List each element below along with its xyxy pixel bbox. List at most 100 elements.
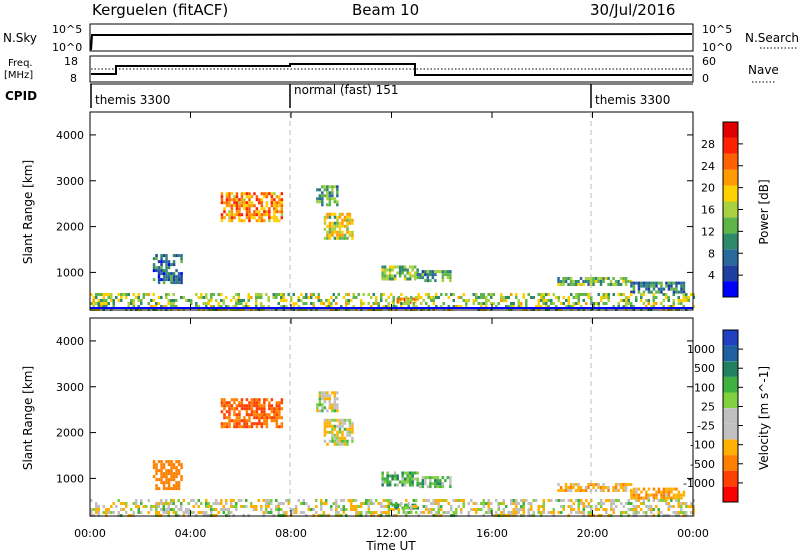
velocity-cell — [265, 508, 268, 511]
velocity-cell — [177, 508, 180, 511]
velocity-cell — [537, 511, 540, 514]
velocity-cell — [115, 505, 118, 508]
velocity-cell — [370, 511, 373, 514]
power-cell — [167, 275, 171, 279]
power-cell — [426, 273, 430, 277]
power-cell — [381, 265, 384, 269]
power-cell — [290, 296, 293, 299]
velocity-cell — [580, 511, 583, 514]
power-cell — [522, 296, 525, 299]
power-cell — [326, 230, 329, 234]
power-cell — [297, 296, 300, 299]
power-cell — [607, 277, 610, 280]
velocity-cell — [220, 499, 223, 502]
power-cell — [255, 299, 258, 302]
colorbar-segment — [723, 137, 738, 154]
power-cell — [280, 201, 284, 205]
velocity-cell — [230, 502, 233, 505]
power-cell — [265, 210, 269, 214]
velocity-cell — [622, 505, 625, 508]
cpid-segment-3: themis 3300 — [595, 93, 670, 107]
power-cell — [273, 201, 276, 205]
velocity-cell — [292, 511, 295, 514]
power-cell — [228, 213, 231, 217]
power-cell — [672, 293, 675, 296]
velocity-cell — [95, 511, 98, 514]
velocity-cell — [393, 477, 397, 481]
power-cell — [253, 192, 256, 196]
power-cell — [270, 192, 274, 196]
velocity-cell — [295, 511, 298, 514]
power-cell — [260, 201, 264, 205]
velocity-cell — [248, 401, 251, 405]
power-cell — [515, 296, 518, 299]
velocity-cell — [602, 486, 605, 489]
power-cell — [257, 293, 260, 296]
velocity-cell — [677, 490, 681, 494]
power-cell — [540, 296, 543, 299]
power-cell — [567, 296, 570, 299]
power-cell — [243, 198, 246, 202]
x-tick-label: 00:00 — [677, 527, 709, 540]
power-cell — [490, 296, 493, 299]
cpid-label: CPID — [5, 89, 37, 103]
power-cell — [165, 305, 168, 308]
velocity-cell — [323, 397, 327, 401]
velocity-cell — [403, 483, 407, 487]
power-cell — [642, 284, 646, 288]
power-cell — [292, 293, 295, 296]
power-cell — [348, 230, 352, 234]
power-cell — [235, 213, 239, 217]
power-cell — [228, 204, 231, 208]
velocity-cell — [564, 489, 568, 492]
velocity-cell — [222, 508, 225, 511]
power-cell — [652, 293, 655, 296]
power-cell — [132, 299, 135, 302]
velocity-cell — [660, 511, 663, 514]
power-cell — [160, 278, 163, 282]
velocity-cell — [436, 476, 440, 480]
velocity-cell — [617, 499, 620, 502]
velocity-cell — [439, 479, 442, 483]
power-cell — [215, 299, 218, 302]
velocity-cell — [326, 391, 329, 395]
velocity-cell — [333, 442, 337, 446]
velocity-cell — [333, 400, 337, 404]
power-cell — [406, 268, 409, 272]
velocity-cell — [627, 483, 630, 486]
velocity-cell — [351, 430, 354, 434]
velocity-cell — [386, 483, 389, 487]
power-cell — [152, 263, 156, 267]
velocity-cell — [570, 508, 573, 511]
power-cell — [625, 299, 628, 302]
velocity-cell — [594, 483, 598, 486]
velocity-cell — [172, 472, 176, 476]
velocity-cell — [449, 476, 452, 480]
power-cell — [105, 293, 108, 296]
velocity-cell — [210, 505, 213, 508]
power-cell — [348, 212, 352, 216]
power-cell — [180, 296, 183, 299]
power-cell — [487, 299, 490, 302]
power-cell — [255, 293, 258, 296]
power-cell — [162, 260, 166, 264]
velocity-cell — [650, 511, 653, 514]
power-cell — [140, 302, 143, 305]
velocity-cell — [280, 502, 283, 505]
x-axis-label: Time UT — [365, 539, 416, 553]
power-cell — [247, 296, 250, 299]
power-cell — [165, 275, 168, 279]
velocity-cell — [388, 474, 392, 478]
colorbar-tick-label: 8 — [708, 247, 715, 260]
velocity-cell — [165, 502, 168, 505]
power-cell — [391, 274, 394, 278]
velocity-cell — [387, 508, 390, 511]
velocity-cell — [387, 502, 390, 505]
power-cell — [328, 224, 332, 228]
velocity-cell — [267, 499, 270, 502]
power-cell — [602, 277, 605, 280]
velocity-cell — [408, 477, 412, 481]
velocity-cell — [449, 485, 452, 489]
velocity-cell — [167, 508, 170, 511]
power-cell — [152, 293, 155, 296]
